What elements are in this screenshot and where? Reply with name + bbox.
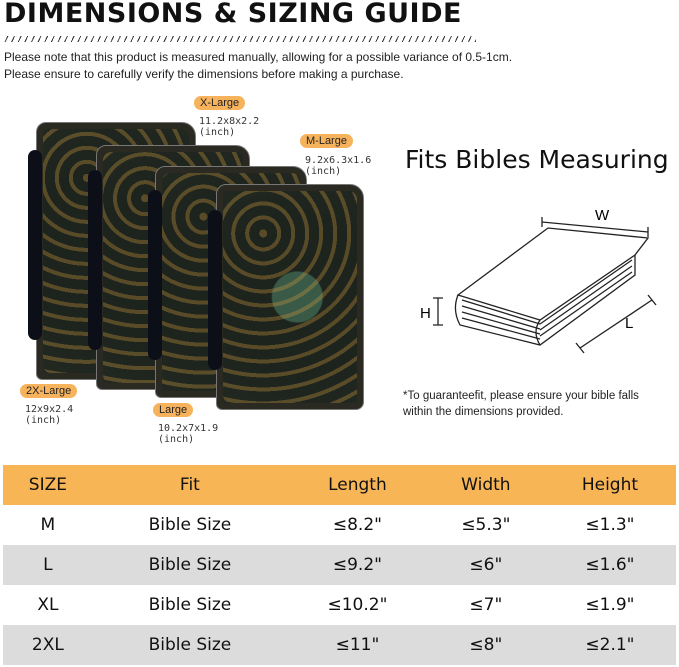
note-line-2: Please ensure to carefully verify the di… <box>4 67 404 81</box>
header-length: Length <box>287 465 428 505</box>
handle-strap <box>148 190 162 360</box>
table-row: M Bible Size ≤8.2" ≤5.3" ≤1.3" <box>3 505 676 545</box>
size-badge-xlarge: X-Large <box>194 96 246 110</box>
size-dims-xlarge: 11.2x8x2.2 (inch) <box>199 116 260 138</box>
size-dims-large: 10.2x7x1.9 (inch) <box>158 423 219 445</box>
width-label: W <box>595 207 610 224</box>
cell-width: ≤6" <box>427 545 544 585</box>
header-fit: Fit <box>92 465 288 505</box>
height-label: H <box>420 305 431 322</box>
size-table: SIZE Fit Length Width Height M Bible Size… <box>3 465 676 665</box>
cell-length: ≤9.2" <box>287 545 428 585</box>
size-badge-mlarge: M-Large <box>300 134 353 148</box>
length-label: L <box>625 315 633 332</box>
fine-print-1: *To guaranteefit, please ensure your bib… <box>403 390 639 402</box>
header-width: Width <box>427 465 544 505</box>
cell-width: ≤5.3" <box>461 515 511 535</box>
fine-print-2: within the dimensions provided. <box>403 406 564 418</box>
hatch-divider <box>4 36 476 42</box>
cell-size: M <box>40 515 56 535</box>
cell-height: ≤2.1" <box>543 625 676 665</box>
cell-length: ≤8.2" <box>332 515 382 535</box>
cell-height: ≤1.9" <box>585 595 635 615</box>
cell-fit: Bible Size <box>148 595 232 615</box>
size-badge-large: Large <box>153 403 194 417</box>
cell-height: ≤1.6" <box>543 545 676 585</box>
note-line-1: Please note that this product is measure… <box>4 50 513 64</box>
handle-strap <box>88 170 102 350</box>
header-size: SIZE <box>3 465 93 505</box>
cell-length: ≤10.2" <box>327 595 388 615</box>
table-header: SIZE Fit Length Width Height <box>3 465 676 505</box>
cell-size: 2XL <box>3 625 93 665</box>
cell-fit: Bible Size <box>92 545 288 585</box>
table-row: 2XL Bible Size ≤11" ≤8" ≤2.1" <box>3 625 676 665</box>
cell-size: L <box>3 545 93 585</box>
cell-width: ≤7" <box>469 595 503 615</box>
fits-heading: Fits Bibles Measuring <box>405 145 669 174</box>
page-title: DIMENSIONS & SIZING GUIDE <box>4 0 462 29</box>
case-medium <box>216 184 364 410</box>
handle-strap <box>208 210 222 370</box>
size-dims-mlarge: 9.2x6.3x1.6 (inch) <box>305 155 372 177</box>
header-height: Height <box>543 465 676 505</box>
cell-size: XL <box>37 595 59 615</box>
cell-length: ≤11" <box>287 625 428 665</box>
size-badge-2xlarge: 2X-Large <box>20 384 78 398</box>
table-row: L Bible Size ≤9.2" ≤6" ≤1.6" <box>3 545 676 585</box>
book-diagram: W H L <box>420 207 657 354</box>
cell-width: ≤8" <box>427 625 544 665</box>
size-dims-2xlarge: 12x9x2.4 (inch) <box>25 404 74 426</box>
table-row: XL Bible Size ≤10.2" ≤7" ≤1.9" <box>3 585 676 625</box>
handle-strap <box>28 150 42 340</box>
cell-height: ≤1.3" <box>585 515 635 535</box>
cell-fit: Bible Size <box>148 515 232 535</box>
cell-fit: Bible Size <box>92 625 288 665</box>
